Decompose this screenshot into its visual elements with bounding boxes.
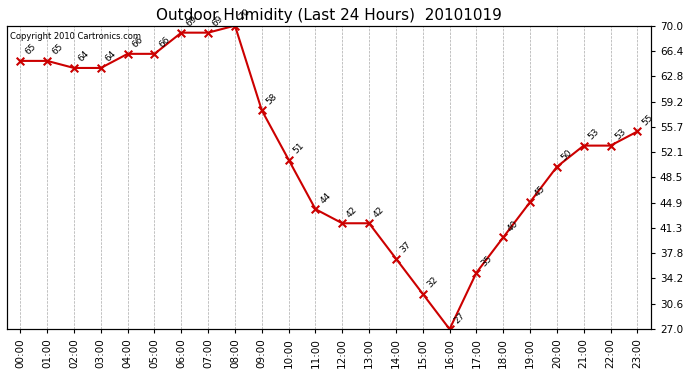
Point <box>230 22 241 28</box>
Text: 64: 64 <box>77 50 91 64</box>
Text: 42: 42 <box>372 205 386 219</box>
Point <box>524 199 535 205</box>
Text: 66: 66 <box>157 35 172 50</box>
Text: 32: 32 <box>426 275 440 290</box>
Point <box>497 234 509 240</box>
Text: 37: 37 <box>399 240 413 254</box>
Point <box>444 326 455 332</box>
Point <box>15 58 26 64</box>
Text: 44: 44 <box>318 190 333 205</box>
Point <box>283 157 294 163</box>
Text: 50: 50 <box>560 148 574 163</box>
Point <box>41 58 52 64</box>
Text: 66: 66 <box>130 35 145 50</box>
Text: 64: 64 <box>104 50 118 64</box>
Point <box>551 164 562 170</box>
Text: Copyright 2010 Cartronics.com: Copyright 2010 Cartronics.com <box>10 32 141 40</box>
Point <box>605 142 616 148</box>
Point <box>176 30 187 36</box>
Text: 27: 27 <box>453 310 466 325</box>
Text: 40: 40 <box>506 219 520 233</box>
Point <box>149 51 160 57</box>
Point <box>337 220 348 226</box>
Text: 53: 53 <box>613 127 628 141</box>
Point <box>68 65 79 71</box>
Title: Outdoor Humidity (Last 24 Hours)  20101019: Outdoor Humidity (Last 24 Hours) 2010101… <box>156 8 502 23</box>
Point <box>95 65 106 71</box>
Point <box>203 30 214 36</box>
Point <box>417 291 428 297</box>
Point <box>256 107 267 113</box>
Text: 45: 45 <box>533 183 547 198</box>
Point <box>122 51 133 57</box>
Text: 51: 51 <box>291 141 306 156</box>
Point <box>578 142 589 148</box>
Text: 70: 70 <box>238 7 253 21</box>
Text: 69: 69 <box>184 14 199 28</box>
Point <box>632 129 643 135</box>
Text: 58: 58 <box>264 92 279 106</box>
Point <box>310 206 321 212</box>
Text: 69: 69 <box>211 14 226 28</box>
Text: 55: 55 <box>640 113 655 128</box>
Text: 35: 35 <box>479 254 493 268</box>
Text: 42: 42 <box>345 205 359 219</box>
Point <box>391 255 402 261</box>
Text: 65: 65 <box>50 42 64 57</box>
Text: 53: 53 <box>586 127 601 141</box>
Point <box>471 270 482 276</box>
Point <box>364 220 375 226</box>
Text: 65: 65 <box>23 42 38 57</box>
